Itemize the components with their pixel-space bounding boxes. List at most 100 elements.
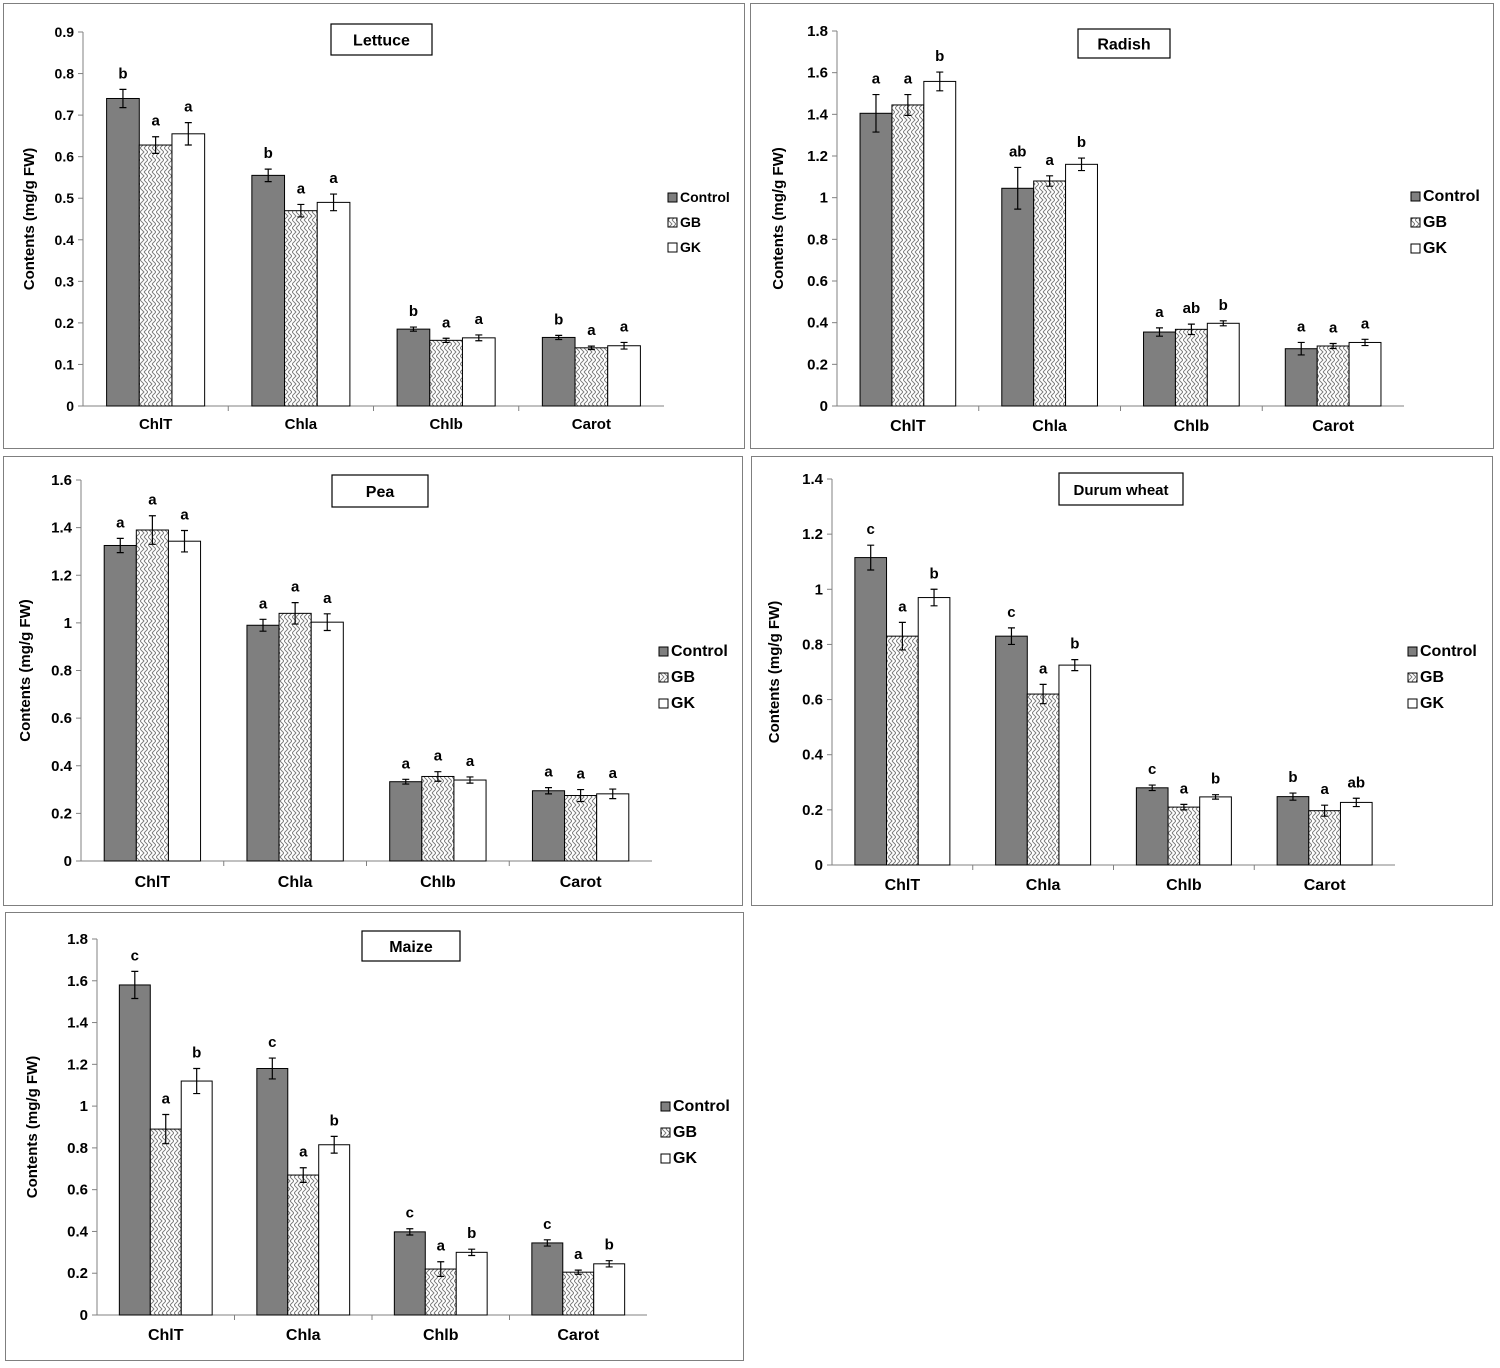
bar-control-chlb: [1143, 331, 1176, 407]
error-bar-gb-carot: [577, 788, 585, 803]
error-bar-gk-chlb: [468, 1248, 476, 1257]
chart-title: Pea: [366, 484, 395, 501]
error-bar-control-chlt: [131, 970, 139, 1000]
bar-gb-chla: [1033, 180, 1067, 407]
chart-title: Maize: [389, 939, 433, 956]
error-bar-control-chla: [268, 1057, 276, 1080]
significance-label-control-chlt: b: [118, 65, 127, 82]
legend-swatch-control: [667, 192, 678, 203]
error-bar-gb-chla: [297, 203, 305, 218]
legend-label-gb: GB: [673, 1124, 697, 1141]
y-tick-label: 0: [64, 853, 72, 870]
y-tick-label: 1.2: [67, 1056, 88, 1073]
error-bar-gb-chlb: [434, 771, 442, 782]
legend-swatch-gk: [667, 242, 678, 253]
error-bar-gk-chla: [330, 193, 338, 212]
significance-label-control-chlt: c: [131, 947, 139, 964]
error-bar-gb-chlb: [442, 337, 450, 344]
y-axis-label: Contents (mg/g FW): [770, 147, 787, 289]
chart-radish: 0 0.2 0.4 0.6 0.8 1 1.2 1.4 1.6 1.8 Contents (mg/g…: [770, 23, 1480, 435]
bar-gk-chlb: [461, 337, 496, 407]
y-tick-label: 1.6: [51, 472, 72, 489]
chart-panel-lettuce: 0 0.1 0.2 0.3 0.4 0.5 0.6 0.7 0.8 0.9 Contents (mg…: [3, 3, 745, 449]
significance-label-control-chla: b: [264, 145, 273, 162]
bar-control-chla: [256, 1068, 289, 1316]
error-bar-control-chlb: [1148, 784, 1156, 792]
chart-durum-wheat: 0 0.2 0.4 0.6 0.8 1 1.2 1.4 Contents (mg/g FW) Ch…: [766, 471, 1477, 894]
error-bar-gb-chlb: [437, 1261, 445, 1277]
significance-label-gk-chlt: b: [192, 1045, 201, 1062]
bar-gk-chlb: [1206, 322, 1240, 407]
legend-swatch-control: [1407, 646, 1418, 657]
significance-label-gb-chla: a: [299, 1144, 308, 1161]
category-label-chlt: ChlT: [885, 877, 921, 894]
significance-label-gk-chla: a: [323, 590, 332, 607]
y-tick-label: 1: [64, 615, 72, 632]
chart-panel-durum-wheat: 0 0.2 0.4 0.6 0.8 1 1.2 1.4 Contents (mg/g FW) Ch…: [751, 456, 1493, 906]
category-label-carot: Carot: [1304, 877, 1346, 894]
significance-label-control-carot: c: [543, 1216, 551, 1233]
error-bar-gb-carot: [574, 1269, 582, 1275]
legend-swatch-gk: [1407, 698, 1418, 709]
category-label-carot: Carot: [1312, 418, 1354, 435]
bar-gk-chlb: [1199, 796, 1232, 866]
legend-label-control: Control: [1420, 643, 1477, 660]
bar-control-carot: [531, 790, 566, 862]
significance-label-control-carot: a: [544, 764, 553, 781]
bar-gb-chlt: [891, 104, 925, 407]
bar-gb-chla: [287, 1174, 320, 1316]
significance-label-gb-carot: a: [574, 1246, 583, 1263]
error-bar-gk-carot: [1361, 338, 1369, 347]
bar-gb-carot: [574, 347, 609, 407]
y-tick-label: 0.3: [55, 273, 75, 289]
chart-title-box: [330, 23, 433, 56]
bar-gk-chlt: [923, 80, 957, 407]
bar-gb-chlb: [1167, 806, 1201, 866]
bar-gk-chla: [316, 201, 351, 407]
y-tick-label: 0: [820, 398, 828, 415]
category-label-carot: Carot: [560, 874, 602, 891]
y-tick-label: 1.2: [807, 148, 828, 165]
bar-gb-chlt: [886, 635, 919, 866]
bar-gb-chlb: [1174, 328, 1208, 407]
legend-label-gk: GK: [1420, 695, 1444, 712]
y-tick-label: 1: [820, 190, 828, 207]
y-tick-label: 0.8: [55, 66, 75, 82]
y-tick-label: 1.6: [67, 973, 88, 990]
y-tick-label: 0.8: [802, 636, 823, 653]
bar-gk-chlt: [180, 1080, 213, 1316]
error-bar-gk-chla: [323, 613, 331, 632]
bar-gk-chlt: [917, 597, 951, 866]
significance-label-control-carot: b: [554, 311, 563, 328]
legend-swatch-gb: [1410, 217, 1421, 228]
bar-control-chlb: [389, 781, 423, 862]
chart-lettuce: 0 0.1 0.2 0.3 0.4 0.5 0.6 0.7 0.8 0.9 Contents (mg…: [21, 23, 730, 433]
error-bar-gk-chlt: [193, 1067, 201, 1095]
error-bar-gb-carot: [1329, 342, 1337, 350]
bar-control-chlb: [393, 1231, 426, 1316]
y-tick-label: 1.6: [807, 65, 828, 82]
error-bar-control-carot: [1297, 341, 1305, 356]
legend-swatch-gb: [660, 1127, 671, 1138]
error-bar-gb-chlb: [1180, 803, 1188, 811]
bar-gb-carot: [1316, 345, 1350, 407]
significance-label-gk-carot: b: [605, 1237, 614, 1254]
bar-gk-carot: [1348, 341, 1382, 407]
bar-gk-chla: [318, 1144, 351, 1316]
bar-control-chlb: [396, 328, 431, 407]
significance-label-control-chlb: b: [409, 303, 418, 320]
chart-title-box: [331, 474, 429, 508]
error-bar-control-chlb: [406, 1228, 414, 1236]
significance-label-gk-carot: a: [609, 765, 618, 782]
significance-label-control-chlb: a: [1155, 304, 1164, 321]
error-bar-gk-chla: [330, 1135, 338, 1154]
category-label-chlb: Chlb: [1166, 877, 1202, 894]
category-label-chlb: Chlb: [423, 1327, 459, 1344]
significance-label-gk-chlt: b: [935, 48, 944, 65]
y-tick-label: 0.2: [807, 356, 828, 373]
category-label-chla: Chla: [278, 874, 313, 891]
significance-label-control-chlt: a: [872, 71, 881, 88]
error-bar-gk-chlb: [466, 776, 474, 784]
error-bar-gb-chlt: [152, 136, 160, 154]
error-bar-control-chlt: [119, 88, 127, 109]
